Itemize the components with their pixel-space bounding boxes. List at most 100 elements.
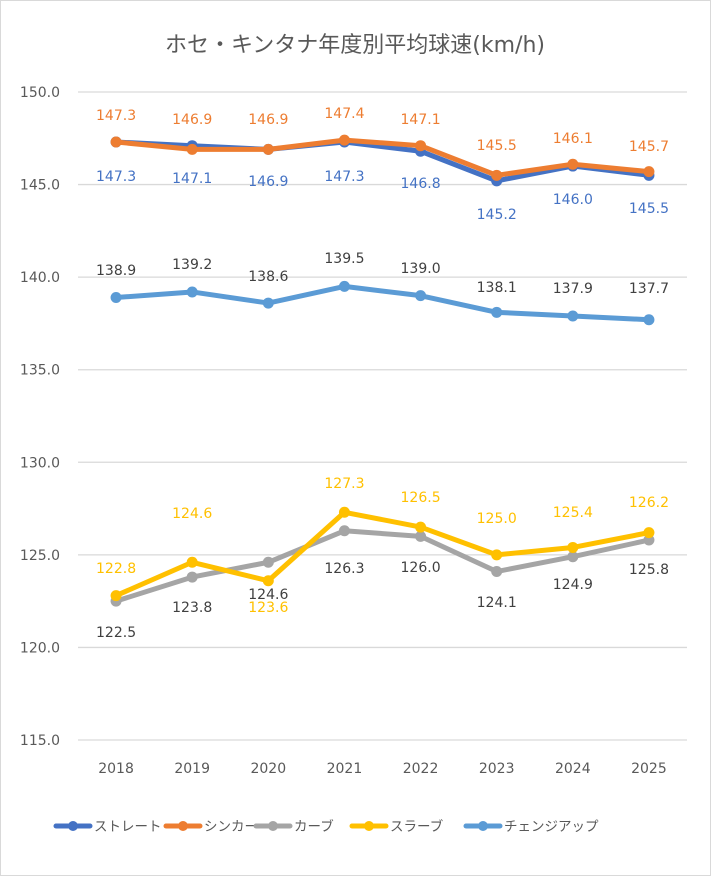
data-label: 146.9 [172, 112, 212, 128]
data-point [643, 314, 655, 326]
x-tick-label: 2021 [327, 761, 363, 777]
series-3 [110, 525, 655, 607]
data-point [110, 136, 122, 148]
data-point [567, 310, 579, 322]
data-label: 145.2 [477, 207, 517, 223]
data-point [262, 556, 274, 568]
data-label: 139.2 [172, 257, 212, 273]
x-tick-label: 2018 [98, 761, 134, 777]
series-group [110, 134, 655, 607]
data-label: 126.3 [324, 561, 364, 577]
y-tick-label: 140.0 [20, 270, 60, 286]
data-point [415, 530, 427, 542]
legend-dot-marker [178, 821, 188, 831]
data-label: 146.8 [401, 176, 441, 192]
y-tick-label: 135.0 [20, 363, 60, 379]
data-label: 147.1 [172, 171, 212, 187]
data-point [110, 292, 122, 304]
series-line [113, 528, 652, 604]
legend: ストレート シンカー カーブ スラーブ チェンジアップ [53, 818, 599, 835]
data-label: 125.0 [477, 511, 517, 527]
data-label: 125.4 [553, 505, 593, 521]
data-point [415, 140, 427, 152]
legend-item-3: カーブ [253, 818, 334, 835]
legend-dot-marker [268, 821, 278, 831]
data-label: 146.9 [248, 112, 288, 128]
data-label: 123.8 [172, 600, 212, 616]
data-point [491, 566, 503, 578]
data-point [491, 169, 503, 181]
x-tick-label: 2025 [631, 761, 667, 777]
data-point [338, 525, 350, 537]
series-2 [110, 134, 655, 181]
data-label: 147.3 [96, 108, 136, 124]
data-point [262, 297, 274, 309]
data-label: 124.6 [172, 506, 212, 522]
data-label: 127.3 [324, 476, 364, 492]
y-tick-label: 150.0 [20, 85, 60, 101]
data-label: 126.2 [629, 495, 669, 511]
y-axis: 150.0 145.0 140.0 135.0 130.0 125.0 120.0 115.0 [20, 85, 60, 749]
data-label: 126.0 [401, 560, 441, 576]
x-tick-label: 2023 [479, 761, 515, 777]
legend-dot-marker [68, 821, 78, 831]
x-axis: 2018 2019 2020 2021 2022 2023 2024 2025 [98, 761, 667, 777]
data-label: 137.7 [629, 281, 669, 297]
data-label: 145.5 [477, 138, 517, 154]
data-point [415, 290, 427, 302]
data-label: 138.1 [477, 280, 517, 296]
data-point [186, 571, 198, 583]
gridlines [78, 91, 687, 741]
data-label: 138.9 [96, 263, 136, 279]
data-label: 139.5 [324, 251, 364, 267]
series-line [113, 283, 652, 323]
data-label: 122.5 [96, 625, 136, 641]
data-point [415, 521, 427, 533]
data-point [338, 134, 350, 146]
data-label: 147.3 [324, 169, 364, 185]
data-label: 124.9 [553, 577, 593, 593]
data-point [567, 158, 579, 170]
data-label: 124.6 [248, 587, 288, 603]
data-label: 138.6 [248, 269, 288, 285]
series-line [113, 509, 652, 599]
legend-label: カーブ [294, 818, 334, 835]
legend-label: スラーブ [390, 818, 444, 835]
data-label: 146.0 [553, 192, 593, 208]
data-label: 123.6 [248, 600, 288, 616]
data-label: 122.8 [96, 561, 136, 577]
data-label: 145.5 [629, 201, 669, 217]
data-point [262, 575, 274, 587]
data-point [186, 143, 198, 155]
legend-item-4: スラーブ [349, 818, 444, 835]
legend-item-5: チェンジアップ [463, 819, 599, 835]
x-tick-label: 2019 [174, 761, 210, 777]
data-label: 146.9 [248, 174, 288, 190]
legend-label: チェンジアップ [504, 819, 599, 835]
data-point [643, 527, 655, 539]
y-tick-label: 120.0 [20, 640, 60, 656]
legend-label: ストレート [94, 819, 162, 835]
y-tick-label: 145.0 [20, 178, 60, 194]
legend-dot-marker [364, 821, 374, 831]
data-point [110, 590, 122, 602]
x-tick-label: 2022 [403, 761, 439, 777]
legend-item-2: シンカー [163, 819, 258, 835]
chart-title: ホセ・キンタナ年度別平均球速(km/h) [165, 33, 545, 58]
data-label: 145.7 [629, 139, 669, 155]
y-tick-label: 115.0 [20, 733, 60, 749]
data-point [643, 166, 655, 178]
data-label: 137.9 [553, 281, 593, 297]
data-label: 139.0 [401, 261, 441, 277]
data-point [186, 286, 198, 298]
data-label: 146.1 [553, 131, 593, 147]
y-tick-label: 125.0 [20, 548, 60, 564]
data-label: 126.5 [401, 490, 441, 506]
data-point [567, 541, 579, 553]
data-point [491, 306, 503, 318]
data-point [567, 551, 579, 563]
data-label: 147.4 [324, 106, 364, 122]
series-5 [110, 280, 655, 326]
data-point [491, 549, 503, 561]
